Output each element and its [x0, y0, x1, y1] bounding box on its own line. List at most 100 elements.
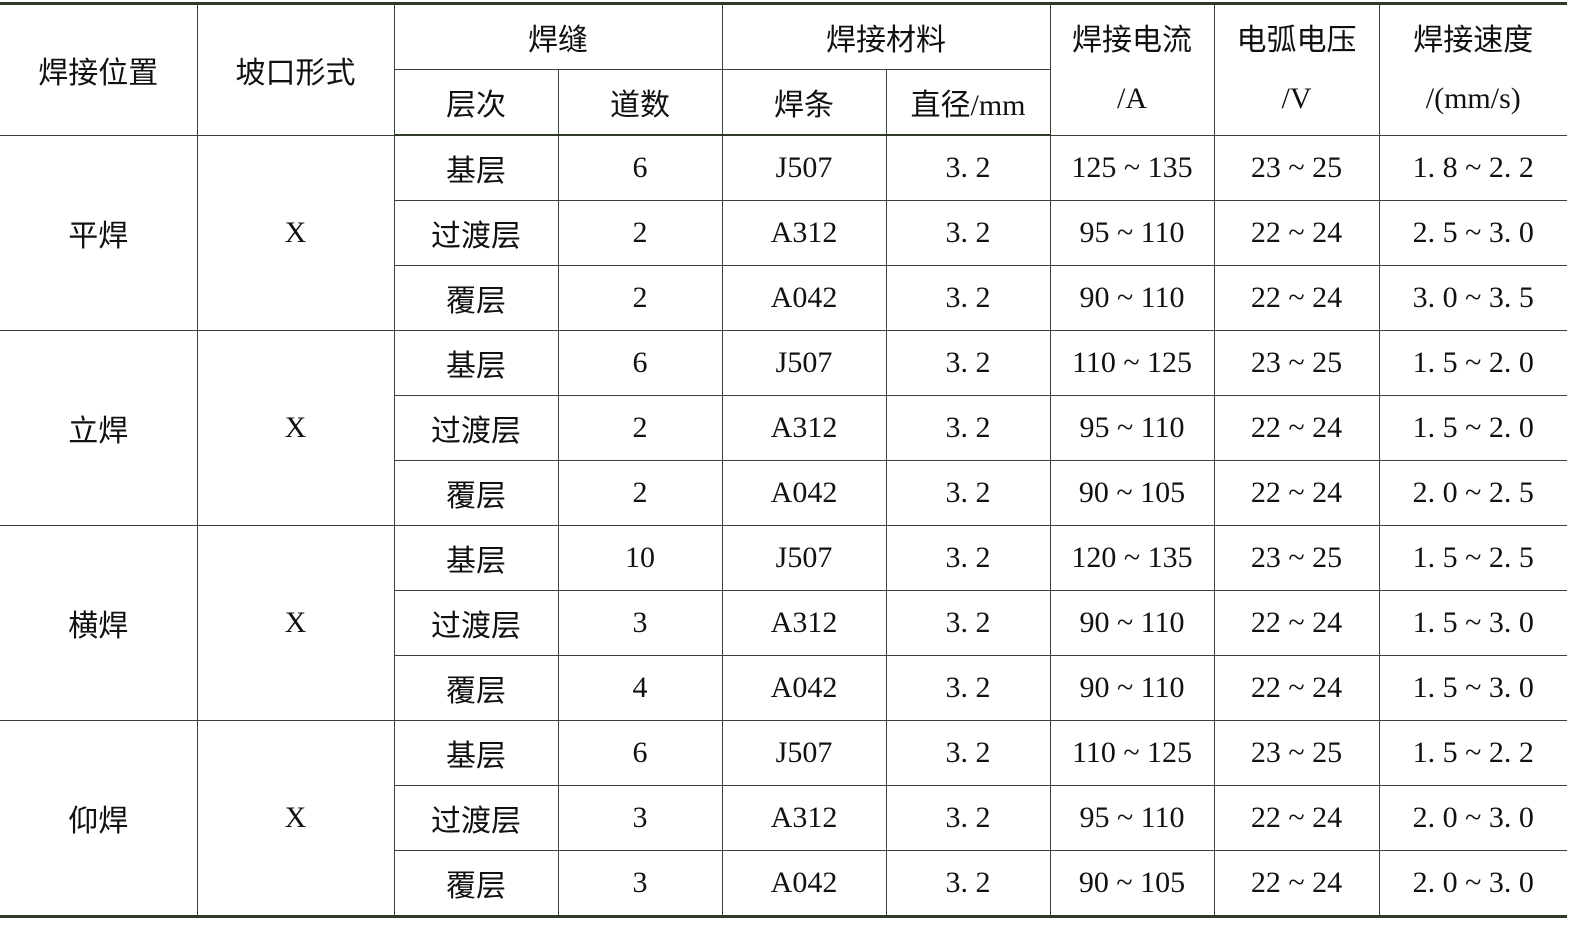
table-cell: 覆层	[394, 265, 559, 331]
table-cell: 1. 5 ~ 3. 0	[1378, 655, 1567, 721]
table-cell: 90 ~ 110	[1049, 590, 1215, 656]
table-cell: 过渡层	[394, 395, 559, 461]
table-row: 覆层 3 A042 3. 2 90 ~ 105 22 ~ 24 2. 0 ~ 3. 0	[0, 850, 1567, 917]
header-current: 焊接电流/A	[1049, 3, 1215, 136]
cell-groove: X	[196, 720, 395, 917]
cell-position: 仰焊	[0, 720, 198, 917]
header-voltage-unit: /V	[1281, 81, 1312, 115]
table-cell: 22 ~ 24	[1213, 460, 1380, 526]
table-cell: 110 ~ 125	[1049, 720, 1215, 786]
table-cell: 基层	[393, 720, 559, 786]
table-cell: 1. 5 ~ 2. 5	[1378, 525, 1567, 591]
cell-position: 横焊	[0, 525, 198, 721]
table-cell: A312	[721, 785, 887, 851]
table-cell: 90 ~ 110	[1049, 655, 1215, 721]
header-speed: 焊接速度 /(mm/s)	[1378, 3, 1567, 136]
table-cell: 120 ~ 135	[1049, 525, 1215, 591]
header-diameter: 直径/mm	[885, 69, 1050, 136]
table-cell: 3. 0 ~ 3. 5	[1378, 265, 1567, 331]
table-cell: 3. 2	[885, 785, 1051, 851]
header-groove: 坡口形式	[196, 3, 395, 136]
header-layer: 层次	[394, 69, 559, 136]
table-cell: 3. 2	[885, 330, 1051, 396]
table-row: 覆层 4 A042 3. 2 90 ~ 110 22 ~ 24 1. 5 ~ 3. 0	[0, 655, 1567, 721]
table-cell: 90 ~ 105	[1049, 460, 1215, 526]
table-cell: 10	[557, 525, 723, 591]
table-row: 过渡层 2 A312 3. 2 95 ~ 110 22 ~ 24 1. 5 ~ 2. 0	[0, 395, 1567, 461]
table-cell: 2. 0 ~ 2. 5	[1378, 460, 1567, 526]
table-cell: 22 ~ 24	[1213, 265, 1380, 331]
header-electrode: 焊条	[721, 69, 887, 136]
table-cell: 2. 5 ~ 3. 0	[1378, 200, 1567, 266]
table-cell: 1. 5 ~ 2. 0	[1378, 330, 1567, 396]
table-cell: 22 ~ 24	[1213, 850, 1380, 917]
header-passes: 道数	[557, 69, 723, 136]
table-cell: 3. 2	[885, 265, 1051, 331]
table-cell: 2	[557, 460, 723, 526]
table-cell: 22 ~ 24	[1213, 655, 1380, 721]
table-cell: 2	[557, 395, 723, 461]
table-cell: 95 ~ 110	[1049, 200, 1215, 266]
table-row: 立焊 X 基层 6 J507 3. 2 110 ~ 125 23 ~ 25 1. 5 ~ 2. …	[0, 330, 1567, 526]
table-cell: 95 ~ 110	[1049, 785, 1215, 851]
table-cell: 23 ~ 25	[1213, 720, 1380, 786]
cell-groove: X	[196, 525, 395, 721]
table-cell: 1. 5 ~ 2. 0	[1378, 395, 1567, 461]
header-voltage-label: 电弧电压	[1236, 23, 1357, 57]
table-row: 过渡层 3 A312 3. 2 95 ~ 110 22 ~ 24 2. 0 ~ 3. 0	[0, 785, 1567, 851]
header-weld: 焊缝	[393, 3, 723, 70]
table-cell: 过渡层	[394, 590, 559, 656]
header-voltage: 电弧电压/V	[1213, 3, 1380, 136]
header-speed-unit: /(mm/s)	[1425, 81, 1521, 115]
table-row: 过渡层 2 A312 3. 2 95 ~ 110 22 ~ 24 2. 5 ~ 3. 0	[0, 200, 1567, 266]
table-cell: 覆层	[394, 460, 559, 526]
table-cell: A042	[721, 655, 887, 721]
header-material: 焊接材料	[721, 3, 1051, 70]
cell-groove: X	[196, 134, 395, 331]
table-cell: 90 ~ 110	[1049, 265, 1215, 331]
table-row: 覆层 2 A042 3. 2 90 ~ 105 22 ~ 24 2. 0 ~ 2. 5	[0, 460, 1567, 526]
table-cell: 3. 2	[885, 655, 1051, 721]
table-cell: 基层	[393, 330, 559, 396]
table-cell: 2	[557, 265, 723, 331]
table-cell: A042	[721, 460, 887, 526]
table-cell: 覆层	[394, 850, 559, 917]
table-cell: 22 ~ 24	[1213, 785, 1380, 851]
table-cell: 3	[557, 785, 723, 851]
cell-position: 立焊	[0, 330, 198, 526]
table-cell: 过渡层	[394, 785, 559, 851]
table-cell: 3. 2	[885, 460, 1051, 526]
table-body: 平焊 X 基层 6 J507 3. 2 125 ~ 135 23 ~ 25 1. 8 ~ 2. …	[0, 134, 1567, 917]
table-cell: 23 ~ 25	[1213, 330, 1380, 396]
table-cell: J507	[721, 720, 887, 786]
table-cell: 过渡层	[394, 200, 559, 266]
header-current-label: 焊接电流	[1072, 23, 1192, 57]
cell-groove: X	[196, 330, 395, 526]
table-row: 平焊 X 基层 6 J507 3. 2 125 ~ 135 23 ~ 25 1. 8 ~ 2. …	[0, 134, 1567, 331]
cell-position: 平焊	[0, 134, 198, 331]
table-cell: 3	[557, 850, 723, 917]
table-cell: 3. 2	[885, 850, 1051, 917]
table-cell: 1. 5 ~ 2. 2	[1378, 720, 1567, 786]
table-cell: 110 ~ 125	[1049, 330, 1215, 396]
header-position: 焊接位置	[0, 3, 198, 136]
table-row: 过渡层 3 A312 3. 2 90 ~ 110 22 ~ 24 1. 5 ~ 3. 0	[0, 590, 1567, 656]
table-cell: 23 ~ 25	[1213, 134, 1380, 201]
table-cell: 4	[557, 655, 723, 721]
table-cell: 覆层	[394, 655, 559, 721]
table-cell: 2	[557, 200, 723, 266]
table-cell: 3. 2	[885, 720, 1051, 786]
table-cell: 22 ~ 24	[1213, 395, 1380, 461]
table-cell: 基层	[393, 525, 559, 591]
table-cell: A312	[721, 200, 887, 266]
table-cell: 6	[557, 330, 723, 396]
table-cell: 95 ~ 110	[1049, 395, 1215, 461]
welding-parameters-table: 焊接位置 坡口形式 焊缝 焊接材料 焊接电流/A 电弧电压/V 焊接速度 /(mm…	[0, 2, 1567, 918]
table-row: 覆层 2 A042 3. 2 90 ~ 110 22 ~ 24 3. 0 ~ 3. 5	[0, 265, 1567, 331]
table-cell: 90 ~ 105	[1049, 850, 1215, 917]
table-cell: 1. 5 ~ 3. 0	[1378, 590, 1567, 656]
table-cell: A042	[721, 265, 887, 331]
table-cell: 基层	[393, 134, 559, 201]
table-cell: 6	[557, 134, 723, 201]
table-cell: 1. 8 ~ 2. 2	[1378, 134, 1567, 201]
